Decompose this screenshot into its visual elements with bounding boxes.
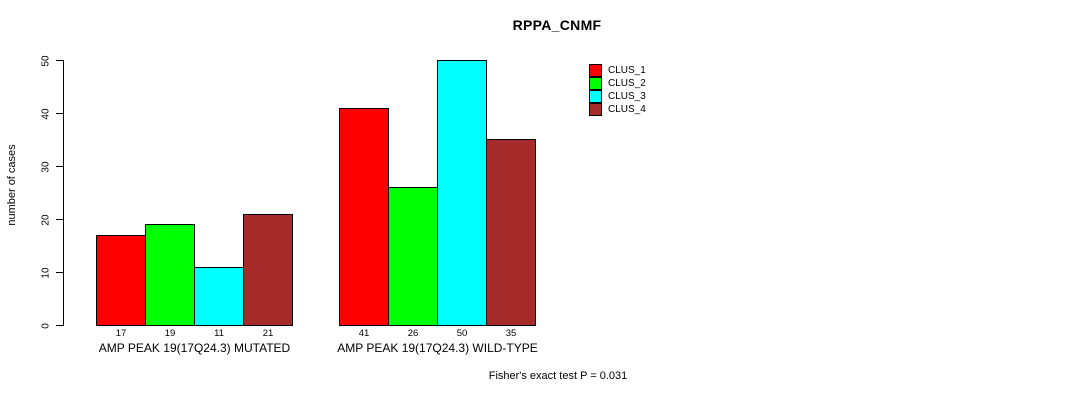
- legend-swatch-icon: [589, 64, 602, 77]
- legend-label: CLUS_4: [608, 104, 646, 115]
- y-tick-label: 10: [40, 266, 52, 279]
- y-tick-mark: [56, 60, 63, 62]
- fisher-test-annotation: Fisher's exact test P = 0.031: [488, 370, 628, 382]
- y-tick-label: 0: [40, 322, 52, 329]
- bar-clus_4-group1: [243, 214, 293, 326]
- legend: CLUS_1 CLUS_2 CLUS_3 CLUS_4: [589, 64, 646, 116]
- y-tick-mark: [56, 219, 63, 221]
- y-axis-label: number of cases: [6, 144, 18, 226]
- bar-value-label: 41: [358, 328, 370, 339]
- y-tick-mark: [56, 325, 63, 327]
- bar-clus_1-group1: [96, 235, 146, 326]
- y-axis-line: [63, 60, 65, 326]
- chart-title: RPPA_CNMF: [512, 17, 602, 33]
- legend-swatch-icon: [589, 90, 602, 103]
- bar-value-label: 21: [262, 328, 274, 339]
- x-group-label: AMP PEAK 19(17Q24.3) MUTATED: [98, 341, 291, 355]
- bar-value-label: 50: [456, 328, 468, 339]
- bar-clus_2-group1: [145, 224, 195, 326]
- x-group-label: AMP PEAK 19(17Q24.3) WILD-TYPE: [337, 341, 538, 355]
- bar-clus_1-group2: [339, 108, 389, 326]
- y-tick-mark: [56, 272, 63, 274]
- legend-item-clus_2: CLUS_2: [589, 77, 646, 90]
- y-tick-label: 30: [40, 160, 52, 173]
- y-tick-mark: [56, 166, 63, 168]
- bar-clus_3-group2: [437, 60, 487, 326]
- legend-label: CLUS_2: [608, 78, 646, 89]
- legend-item-clus_3: CLUS_3: [589, 90, 646, 103]
- legend-item-clus_4: CLUS_4: [589, 103, 646, 116]
- legend-swatch-icon: [589, 77, 602, 90]
- legend-swatch-icon: [589, 103, 602, 116]
- legend-label: CLUS_1: [608, 65, 646, 76]
- y-tick-label: 20: [40, 213, 52, 226]
- y-tick-label: 50: [40, 54, 52, 67]
- legend-label: CLUS_3: [608, 91, 646, 102]
- bar-clus_4-group2: [486, 139, 536, 326]
- legend-item-clus_1: CLUS_1: [589, 64, 646, 77]
- bar-clus_3-group1: [194, 267, 244, 326]
- bar-value-label: 35: [505, 328, 517, 339]
- bar-value-label: 11: [214, 328, 224, 339]
- bar-clus_2-group2: [388, 187, 438, 326]
- bar-value-label: 19: [164, 328, 176, 339]
- bar-value-label: 26: [407, 328, 419, 339]
- bar-value-label: 17: [115, 328, 127, 339]
- y-tick-mark: [56, 113, 63, 115]
- y-tick-label: 40: [40, 107, 52, 120]
